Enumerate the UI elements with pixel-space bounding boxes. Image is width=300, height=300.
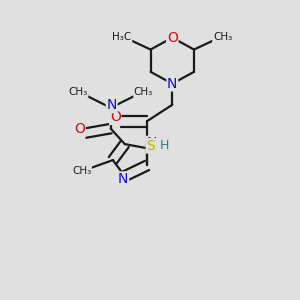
Text: H: H (160, 139, 169, 152)
Text: CH₃: CH₃ (213, 32, 232, 42)
Text: S: S (146, 139, 155, 153)
Text: N: N (147, 136, 157, 151)
Text: CH₃: CH₃ (68, 87, 88, 97)
Text: N: N (167, 77, 178, 91)
Text: H₃C: H₃C (112, 32, 132, 42)
Text: O: O (167, 31, 178, 45)
Text: N: N (118, 172, 128, 186)
Text: CH₃: CH₃ (134, 87, 153, 97)
Text: CH₃: CH₃ (72, 166, 91, 176)
Text: N: N (106, 98, 117, 112)
Text: O: O (74, 122, 85, 136)
Text: O: O (110, 110, 121, 124)
